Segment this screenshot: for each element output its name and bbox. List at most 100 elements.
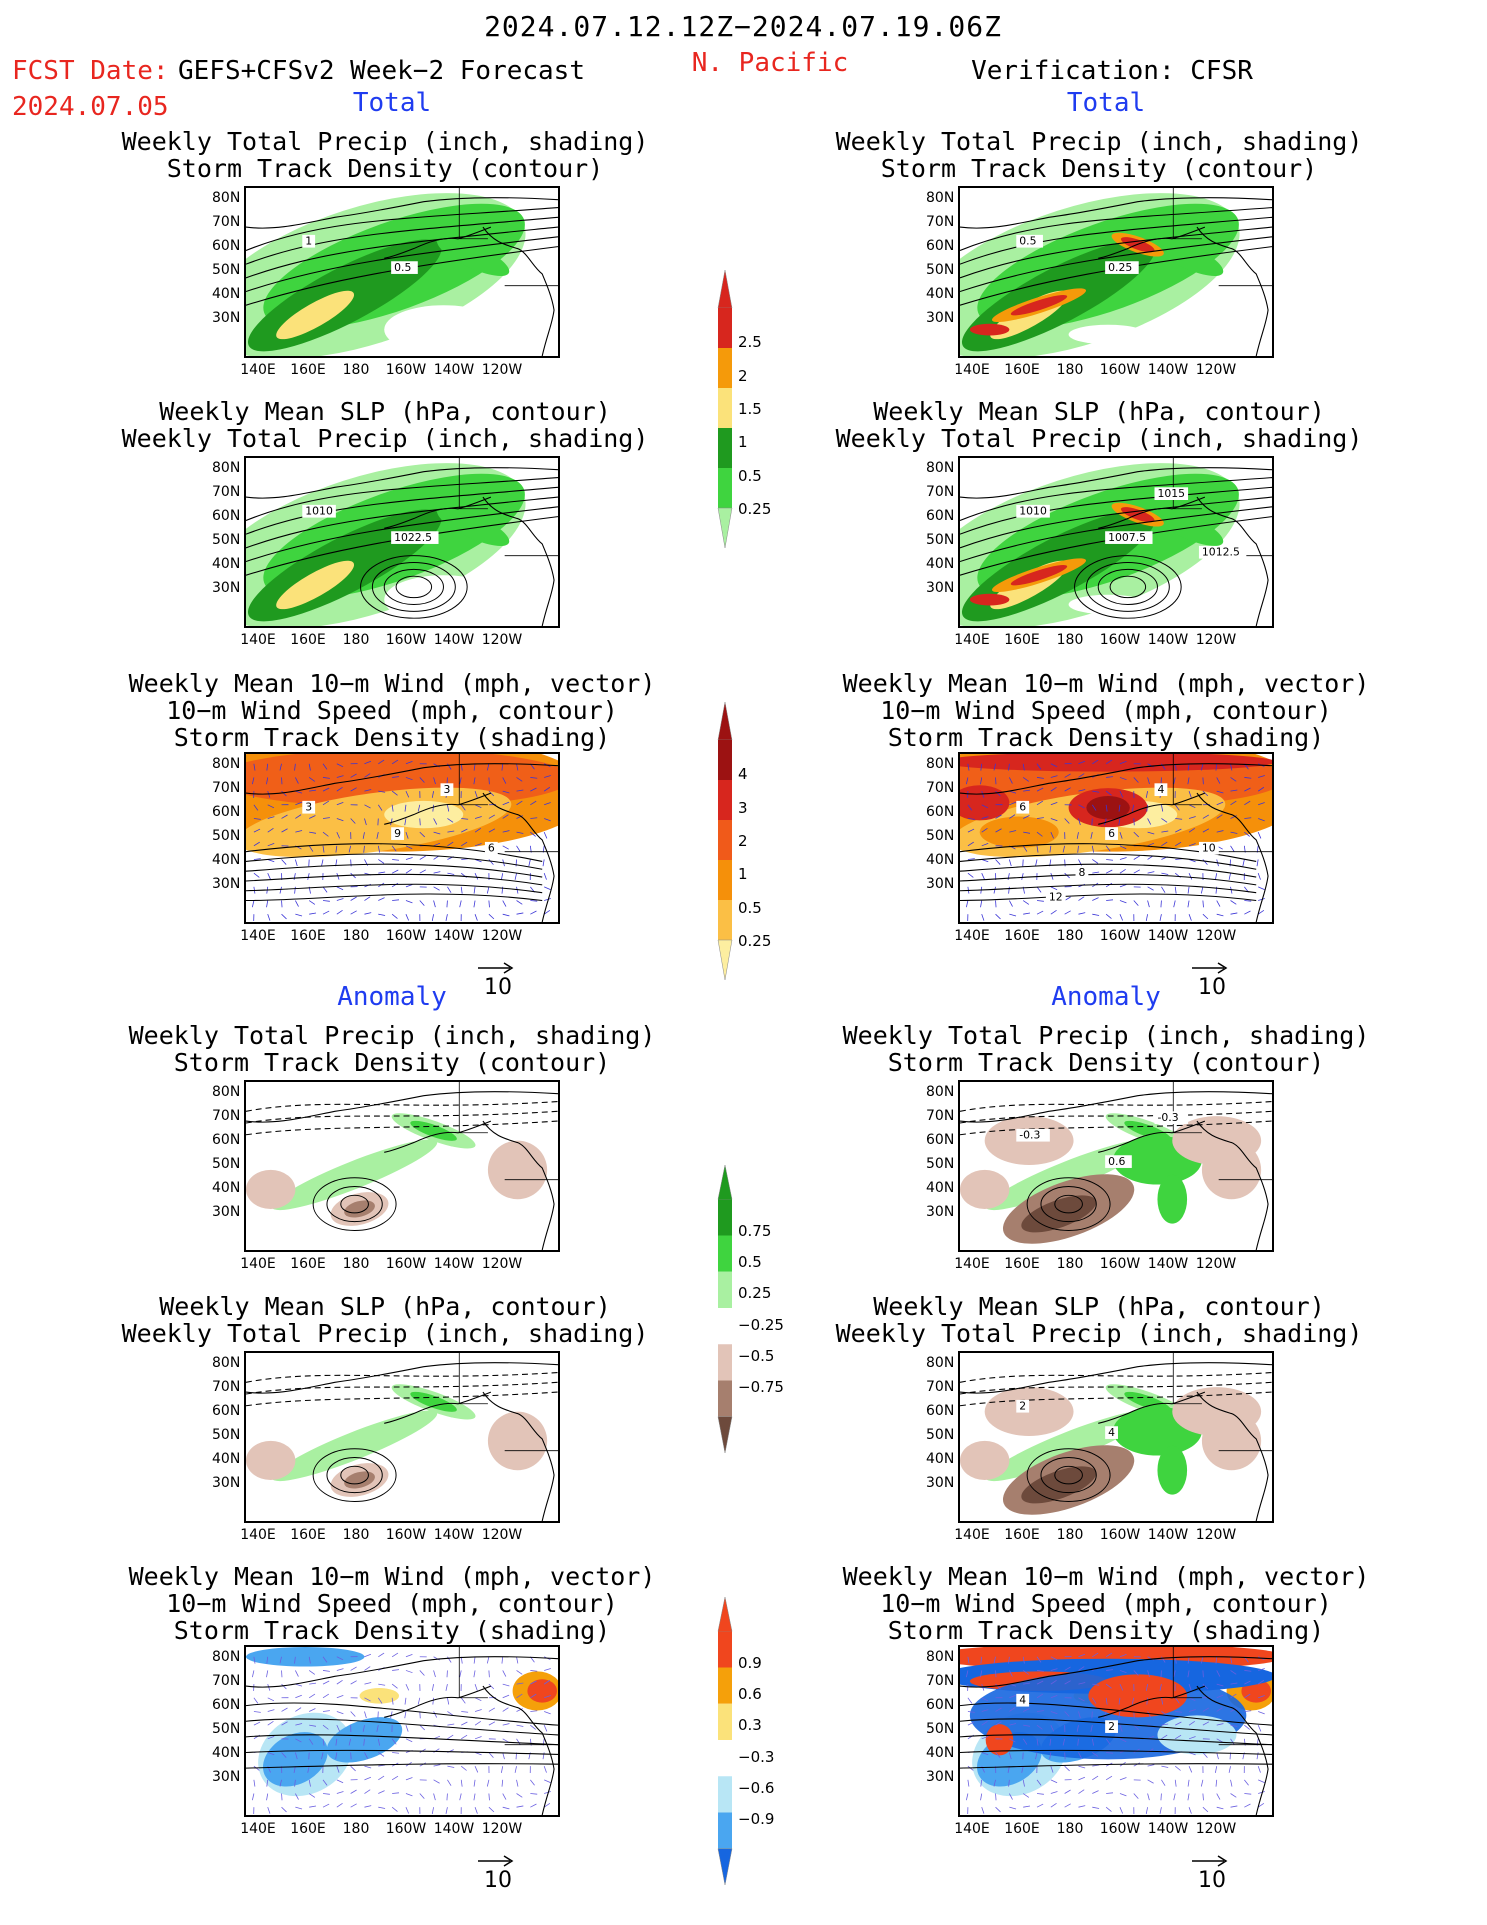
wind-vector (1133, 855, 1140, 860)
wind-vector (295, 1793, 299, 1800)
wind-vector (417, 804, 421, 812)
wind-vector (1131, 1697, 1135, 1705)
wind-vector (1050, 1679, 1057, 1685)
wind-vector (1216, 1806, 1224, 1810)
verification-label: Verification: CFSR (971, 56, 1253, 86)
wind-vector (1175, 1734, 1182, 1740)
wind-vector (1161, 804, 1164, 812)
wind-vector (1119, 884, 1127, 888)
wind-vector (980, 1656, 983, 1664)
wind-vector (1105, 913, 1112, 919)
wind-vector (1119, 790, 1124, 798)
wind-vector (1133, 818, 1135, 826)
wind-vector (488, 859, 494, 865)
wind-vector (1119, 845, 1127, 850)
wind-vector (362, 832, 365, 839)
contour-line (246, 1100, 558, 1112)
wind-vector (364, 804, 371, 809)
map-panel-v-total-slp: 1010 1007.5 1015 1012.5 (958, 456, 1274, 628)
wind-vector (543, 786, 551, 792)
wind-vector (530, 1724, 536, 1730)
lat-label: 80N (212, 190, 241, 206)
wind-vector (1244, 1724, 1250, 1730)
lat-label: 70N (212, 484, 241, 500)
wind-vector (1188, 1709, 1196, 1712)
arrow-right-icon (1192, 962, 1228, 974)
vector-ref-label-v-total: 10 (1198, 975, 1226, 1000)
wind-vector (980, 900, 983, 908)
lon-label: 140E (954, 362, 990, 378)
wind-vector (516, 815, 523, 819)
wind-vector (486, 763, 490, 771)
wind-vector (980, 763, 983, 771)
wind-vector (1161, 872, 1169, 875)
wind-vector (474, 1736, 482, 1740)
wind-vector (1022, 763, 1025, 771)
wind-vector (1228, 873, 1231, 880)
wind-vector (391, 1775, 399, 1781)
wind-vector (377, 804, 383, 811)
wind-vector (1161, 1765, 1169, 1768)
lat-label: 50N (212, 828, 241, 844)
lat-label: 60N (926, 1132, 955, 1148)
lon-label: 140W (1147, 1821, 1189, 1837)
wind-vector (1105, 1697, 1108, 1705)
wind-vector (1258, 1668, 1265, 1671)
lat-label: 60N (926, 508, 955, 524)
wind-vector (995, 828, 1002, 833)
wind-vector (447, 1697, 450, 1705)
coastline (384, 1685, 492, 1718)
wind-vector (294, 1779, 296, 1787)
colorbar-tick-label: 0.3 (738, 1716, 762, 1735)
wind-vector (1200, 1779, 1204, 1787)
wind-vector (363, 845, 365, 853)
shade-region (276, 560, 355, 610)
shade-region (1010, 295, 1068, 316)
wind-vector (378, 1790, 385, 1794)
coastline (246, 467, 558, 499)
panel-title-v-anom-slp: Weekly Mean SLP (hPa, contour) Weekly Tot… (835, 1292, 1363, 1348)
wind-vector (1078, 1752, 1083, 1759)
wind-vector (405, 857, 413, 860)
coastline (246, 763, 558, 795)
lat-label: 80N (212, 1355, 241, 1371)
wind-vector (1078, 1805, 1086, 1808)
lat-label: 50N (212, 532, 241, 548)
wind-vector (322, 900, 330, 902)
wind-vector (1216, 1752, 1219, 1760)
wind-vector (965, 1793, 969, 1801)
lon-label: 120W (1195, 1821, 1237, 1837)
vector-ref-v-total (1190, 960, 1230, 979)
wind-vector (1147, 842, 1155, 847)
map-panel-f-total-precip: 1 0.5 (244, 186, 560, 358)
wind-vector (1175, 1711, 1183, 1713)
colorbar-tick-label: 4 (738, 765, 748, 784)
wind-vector (377, 1697, 383, 1704)
wind-vector (1188, 804, 1196, 809)
lat-label: 80N (926, 1355, 955, 1371)
map-canvas: 0.5 0.25 (960, 188, 1272, 356)
colorbar-precip_total (717, 269, 733, 549)
wind-vector (253, 818, 261, 820)
wind-vector (1021, 873, 1024, 880)
wind-vector (1161, 818, 1168, 823)
lat-label: 80N (926, 460, 955, 476)
section-anomaly-left: Anomaly (337, 982, 447, 1012)
pressure-contour (1109, 575, 1147, 599)
lon-label: 140E (240, 1821, 276, 1837)
coastline (246, 1656, 558, 1688)
wind-vector (543, 1803, 551, 1808)
contour-label: 2 (1019, 1400, 1026, 1413)
wind-vector (1064, 787, 1071, 792)
wind-vector (419, 1793, 425, 1799)
wind-vector (1022, 1793, 1030, 1798)
wind-vector (980, 777, 983, 785)
wind-vector (995, 1793, 997, 1801)
wind-vector (1050, 763, 1058, 768)
wind-vector (281, 1707, 288, 1712)
wind-vector (1036, 777, 1044, 779)
wind-vector (1174, 886, 1177, 894)
wind-vector (432, 1697, 434, 1705)
wind-vector (1105, 869, 1113, 874)
coastline (246, 1091, 558, 1123)
